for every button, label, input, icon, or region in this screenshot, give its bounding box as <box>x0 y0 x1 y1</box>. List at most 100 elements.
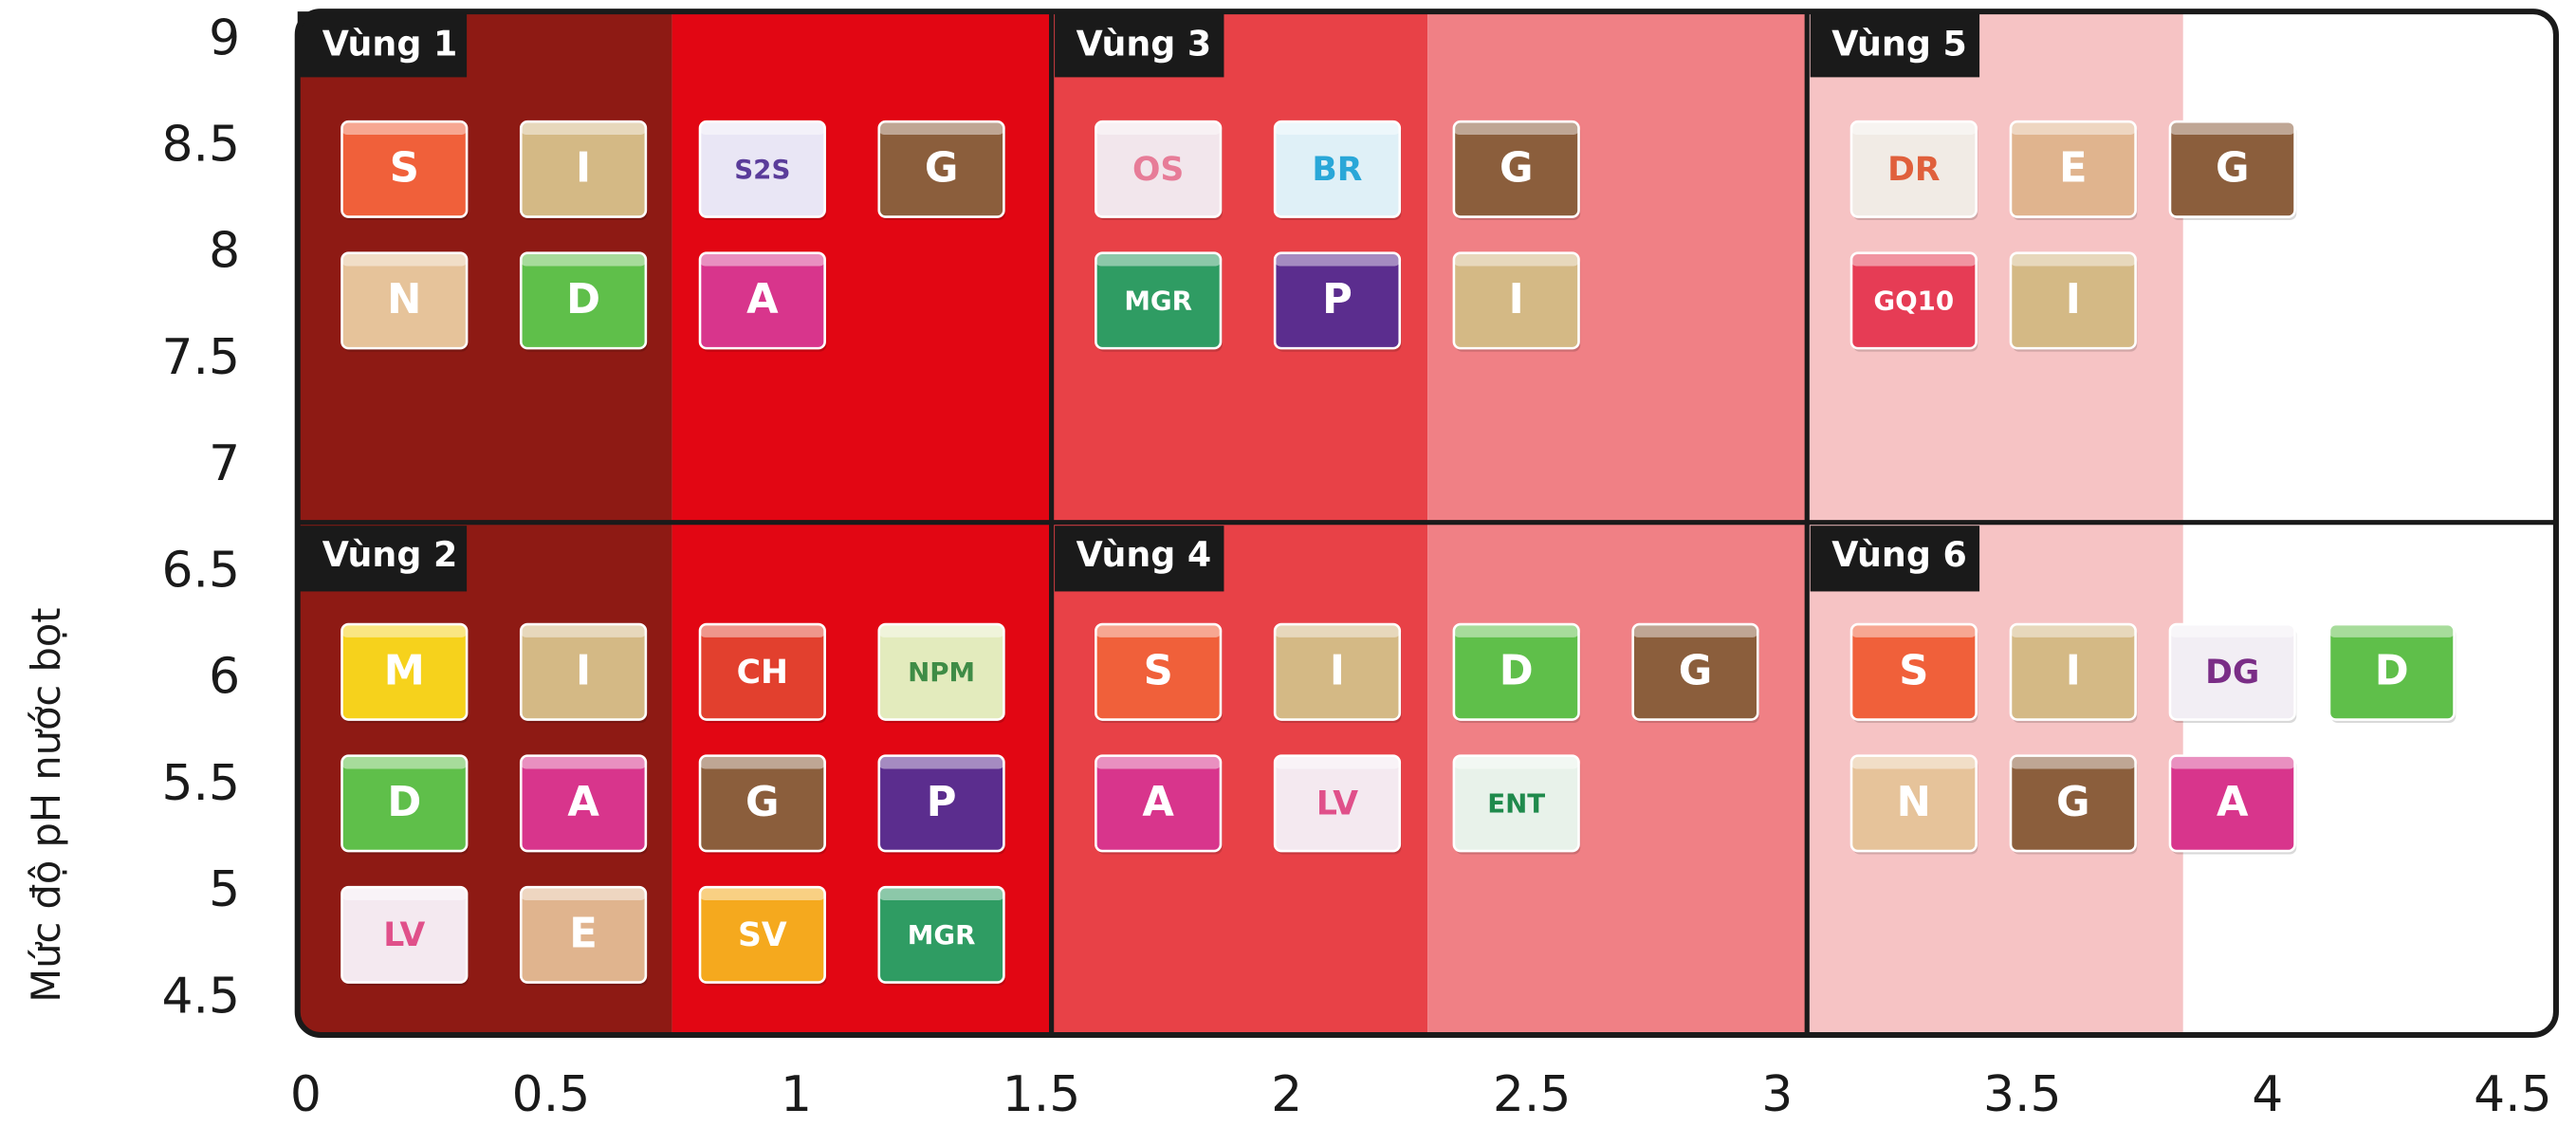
zone-label: Vùng 2 <box>322 534 458 575</box>
product-code: S <box>390 145 419 193</box>
product-tile: A <box>1095 756 1222 855</box>
product-code: I <box>2066 648 2081 695</box>
product-tile: E <box>2011 121 2137 220</box>
product-tile: D <box>341 756 468 855</box>
product-tile: D <box>1454 624 1580 723</box>
product-code: D <box>1500 648 1534 695</box>
tile-lid <box>700 756 825 769</box>
product-code: I <box>1330 648 1345 695</box>
y-tick-label: 9 <box>209 9 240 66</box>
product-code: I <box>576 145 591 193</box>
product-code: A <box>746 276 779 323</box>
product-tile: N <box>341 253 468 352</box>
tile-lid <box>2011 756 2136 769</box>
tile-lid <box>1851 624 1977 637</box>
chart: Mức độ pH nước bọt 98.587.576.565.554.50… <box>0 0 2576 1127</box>
tile-lid <box>1275 253 1400 267</box>
product-tile: E <box>521 887 647 986</box>
product-tile: G <box>1633 624 1759 723</box>
tile-lid <box>341 624 467 637</box>
product-code: LV <box>383 916 425 954</box>
tile-lid <box>879 624 1004 637</box>
zone-label: Vùng 3 <box>1076 23 1212 64</box>
y-tick-label: 5.5 <box>162 755 241 812</box>
product-code: N <box>387 276 421 323</box>
product-tile: P <box>1275 253 1401 352</box>
tile-lid <box>2170 121 2295 135</box>
x-tick-label: 0 <box>290 1066 322 1123</box>
tile-lid <box>1851 253 1977 267</box>
product-tile: OS <box>1095 121 1222 220</box>
product-code: I <box>1509 276 1524 323</box>
tile-lid <box>1851 756 1977 769</box>
tile-lid <box>2170 756 2295 769</box>
zone-label: Vùng 4 <box>1076 534 1212 575</box>
product-code: DG <box>2205 654 2259 692</box>
product-code: S <box>1144 648 1173 695</box>
x-tick-label: 2 <box>1271 1066 1302 1123</box>
tile-lid <box>1275 121 1400 135</box>
zone-label: Vùng 1 <box>322 23 458 64</box>
product-code: ENT <box>1487 788 1545 820</box>
tile-lid <box>341 121 467 135</box>
y-axis-label: Mức độ pH nước bọt <box>23 607 69 1002</box>
product-tile: G <box>2011 756 2137 855</box>
product-tile: NPM <box>879 624 1005 723</box>
product-tile: A <box>700 253 826 352</box>
product-tile: G <box>1454 121 1580 220</box>
product-code: MGR <box>1124 286 1192 317</box>
product-code: A <box>2217 779 2249 826</box>
tile-lid <box>700 624 825 637</box>
zone-label: Vùng 5 <box>1831 23 1967 64</box>
product-tile: G <box>2170 121 2296 220</box>
y-tick-label: 8 <box>209 223 240 280</box>
x-tick-label: 0.5 <box>512 1066 591 1123</box>
product-code: DR <box>1887 151 1940 189</box>
tile-lid <box>1454 253 1579 267</box>
tile-lid <box>521 756 646 769</box>
product-code: I <box>2066 276 2081 323</box>
x-tick-label: 2.5 <box>1493 1066 1572 1123</box>
tile-lid <box>2170 624 2295 637</box>
product-tile: S <box>1095 624 1222 723</box>
tile-lid <box>700 253 825 267</box>
product-tile: LV <box>1275 756 1401 855</box>
product-code: P <box>1322 276 1352 323</box>
tile-lid <box>1454 624 1579 637</box>
tile-lid <box>1275 756 1400 769</box>
tile-lid <box>341 253 467 267</box>
tile-lid <box>521 887 646 900</box>
y-tick-label: 7 <box>209 435 240 492</box>
product-code: LV <box>1316 785 1358 823</box>
x-tick-label: 4 <box>2252 1066 2283 1123</box>
product-code: S <box>1899 648 1928 695</box>
product-code: BR <box>1312 151 1362 189</box>
product-tile: CH <box>700 624 826 723</box>
product-tile: ENT <box>1454 756 1580 855</box>
tile-lid <box>1095 756 1221 769</box>
product-code: S2S <box>734 154 790 185</box>
product-tile: I <box>521 121 647 220</box>
tile-lid <box>2011 624 2136 637</box>
product-code: SV <box>738 916 787 954</box>
product-tile: G <box>879 121 1005 220</box>
y-tick-label: 8.5 <box>162 117 241 174</box>
product-tile: DG <box>2170 624 2296 723</box>
product-code: I <box>576 648 591 695</box>
product-tile: DR <box>1851 121 1978 220</box>
tile-lid <box>879 756 1004 769</box>
product-tile: A <box>521 756 647 855</box>
tile-lid <box>521 624 646 637</box>
tile-lid <box>1454 121 1579 135</box>
product-tile: S <box>1851 624 1978 723</box>
x-tick-label: 4.5 <box>2474 1066 2552 1123</box>
product-code: G <box>1679 648 1713 695</box>
product-tile: M <box>341 624 468 723</box>
tile-lid <box>2011 121 2136 135</box>
x-tick-label: 1.5 <box>1003 1066 1081 1123</box>
tile-lid <box>1633 624 1758 637</box>
product-tile: I <box>2011 253 2137 352</box>
product-code: G <box>745 779 780 826</box>
product-code: P <box>927 779 957 826</box>
product-code: A <box>567 779 599 826</box>
